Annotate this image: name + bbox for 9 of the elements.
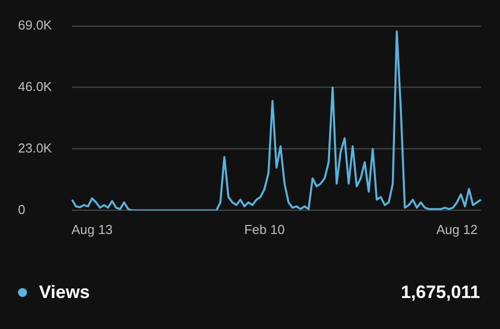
y-tick-label: 46.0K <box>18 79 52 94</box>
x-tick-label: Feb 10 <box>244 222 285 237</box>
legend-label: Views <box>39 282 90 303</box>
x-tick-label: Aug 12 <box>436 222 478 237</box>
y-tick-label: 23.0K <box>18 140 52 156</box>
text: 1,675,011 <box>400 282 480 303</box>
y-tick-label: 0 <box>18 202 26 217</box>
x-tick-label: Aug 13 <box>71 222 113 237</box>
y-tick-label: 69.0K <box>18 18 52 33</box>
